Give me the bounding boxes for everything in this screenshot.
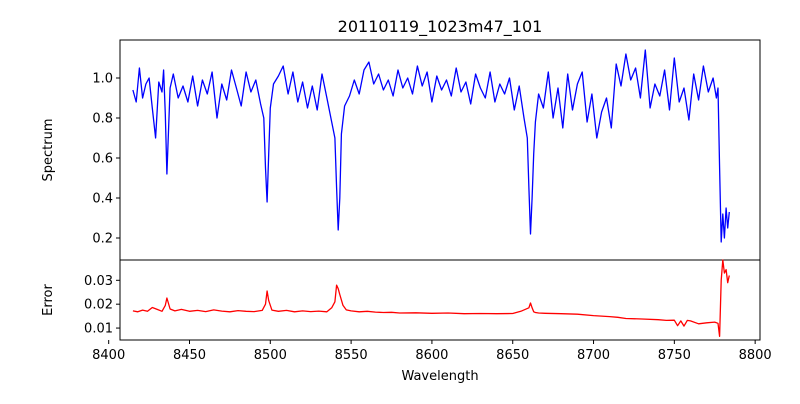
xtick-label: 8600: [415, 348, 448, 363]
error-panel: 0.01 0.02 0.03 Error: [41, 259, 761, 341]
xtick-label: 8750: [658, 348, 691, 363]
spectrum-ytick-label: 0.4: [92, 192, 113, 207]
spectrum-ytick-label: 0.6: [92, 152, 113, 167]
error-plot-frame: [119, 259, 761, 341]
x-axis-label: Wavelength: [401, 369, 478, 384]
spectrum-ytick-label: 0.8: [92, 112, 113, 127]
error-ytick-label: 0.01: [84, 322, 113, 337]
error-series-line: [132, 259, 730, 338]
spectrum-series-line: [132, 49, 730, 243]
xtick-label: 8450: [173, 348, 206, 363]
spectrum-ytick-label: 0.2: [92, 232, 113, 247]
xtick-label: 8800: [739, 348, 772, 363]
xtick-label: 8550: [335, 348, 368, 363]
error-axis-label: Error: [41, 284, 56, 316]
spectrum-axis-label: Spectrum: [41, 119, 56, 182]
xtick-label: 8400: [92, 348, 125, 363]
xtick-label: 8700: [577, 348, 610, 363]
x-axis-ticks: 8400 8450 8500 8550 8600 8650 8700 8750 8800: [92, 340, 772, 363]
error-ytick-label: 0.03: [84, 274, 113, 289]
error-ytick-label: 0.02: [84, 298, 113, 313]
xtick-label: 8500: [254, 348, 287, 363]
xtick-label: 8650: [496, 348, 529, 363]
chart-title: 20110119_1023m47_101: [338, 17, 543, 37]
spectrum-ytick-label: 1.0: [92, 72, 113, 87]
spectrum-panel: 0.2 0.4 0.6 0.8 1.0 Spectrum: [41, 39, 761, 261]
